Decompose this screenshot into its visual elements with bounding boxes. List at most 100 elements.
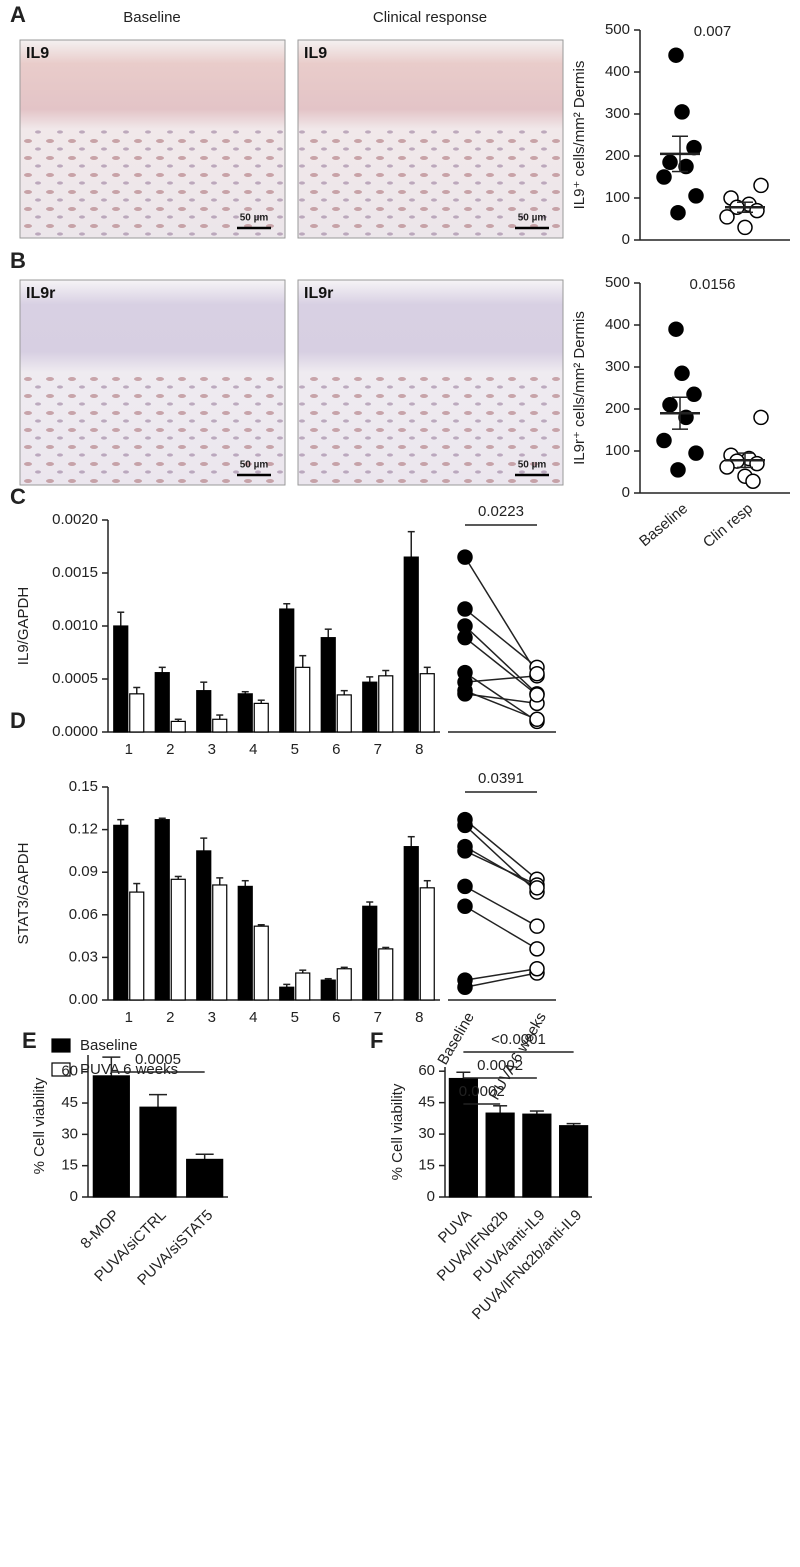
- paired-line: [464, 675, 538, 683]
- stain-label: IL9r: [26, 285, 55, 302]
- bar: [295, 666, 311, 733]
- paired-point: [457, 674, 473, 690]
- bar: [320, 637, 336, 733]
- bar: [419, 887, 435, 1001]
- bar: [403, 556, 419, 733]
- bar: [485, 1112, 515, 1198]
- paired-line: [464, 885, 538, 927]
- x-tick-label: 6: [332, 741, 340, 758]
- paired-line: [464, 637, 538, 696]
- data-point: [668, 321, 684, 337]
- column-title: Clinical response: [373, 9, 487, 26]
- y-tick-label: 400: [605, 63, 630, 80]
- y-tick-label: 0.0020: [52, 511, 98, 528]
- bar: [154, 819, 170, 1001]
- legend-swatch: [51, 1062, 71, 1077]
- micrograph-texture: [298, 372, 563, 485]
- bar: [279, 986, 295, 1001]
- bar: [186, 1158, 224, 1198]
- data-point: [688, 445, 704, 461]
- y-tick-label: 0.15: [69, 778, 98, 795]
- bar: [113, 824, 129, 1001]
- data-point: [656, 169, 672, 185]
- legend-swatch: [51, 1038, 71, 1053]
- panel-letter: F: [370, 1028, 383, 1053]
- x-tick-label: 4: [249, 741, 257, 758]
- x-tick-label: Baseline: [434, 1009, 477, 1067]
- scale-label: 50 µm: [240, 213, 269, 224]
- data-point: [753, 409, 769, 426]
- scale-label: 50 µm: [518, 460, 547, 471]
- x-tick-label: 3: [208, 1009, 216, 1026]
- p-value: <0.0001: [491, 1031, 546, 1048]
- bar: [139, 1106, 177, 1198]
- data-point: [745, 473, 761, 489]
- data-point: [668, 47, 684, 63]
- paired-line: [464, 905, 538, 950]
- data-point: [686, 139, 702, 156]
- panel-letter: A: [10, 2, 26, 27]
- bar: [237, 885, 253, 1001]
- y-tick-label: 0.06: [69, 906, 98, 923]
- bar: [320, 979, 336, 1001]
- paired-line: [464, 845, 538, 889]
- stain-label: IL9: [26, 45, 49, 62]
- y-axis-label: % Cell viability: [31, 1077, 48, 1174]
- x-tick-label: 7: [374, 1009, 382, 1026]
- y-tick-label: 0.0000: [52, 723, 98, 740]
- x-tick-label: 6: [332, 1009, 340, 1026]
- y-axis-label: IL9/GAPDH: [15, 587, 32, 665]
- x-tick-label: 8: [415, 741, 423, 758]
- bar: [113, 625, 129, 733]
- x-tick-label: Baseline: [636, 500, 691, 550]
- paired-point: [457, 811, 473, 828]
- y-tick-label: 0: [70, 1188, 78, 1205]
- bar: [336, 694, 352, 733]
- p-value: 0.0391: [478, 770, 524, 787]
- x-tick-label: 7: [374, 741, 382, 758]
- bar: [129, 693, 145, 733]
- micrograph-texture: [298, 129, 563, 238]
- x-tick-label: Clin resp: [700, 500, 756, 551]
- y-tick-label: 500: [605, 21, 630, 38]
- bar: [92, 1075, 130, 1198]
- p-value: 0.0223: [478, 503, 524, 520]
- y-tick-label: 60: [418, 1062, 435, 1079]
- y-tick-label: 200: [605, 400, 630, 417]
- bar: [559, 1125, 589, 1198]
- x-tick-label: 5: [291, 741, 299, 758]
- y-tick-label: 0.0010: [52, 617, 98, 634]
- micrograph-texture: [20, 372, 285, 485]
- y-tick-label: 30: [418, 1125, 435, 1142]
- data-point: [686, 386, 702, 403]
- paired-line: [464, 819, 538, 880]
- bar: [279, 608, 295, 733]
- y-tick-label: 0.12: [69, 821, 98, 838]
- bar: [378, 675, 394, 733]
- bar: [362, 681, 378, 733]
- paired-line: [464, 672, 538, 723]
- paired-point: [529, 961, 545, 977]
- data-point: [678, 158, 694, 175]
- data-point: [670, 462, 686, 478]
- p-value: 0.0156: [690, 276, 736, 293]
- bar: [212, 884, 228, 1001]
- x-tick-label: 2: [166, 1009, 174, 1026]
- x-tick-label: 2: [166, 741, 174, 758]
- bar: [419, 673, 435, 733]
- y-tick-label: 0.09: [69, 863, 98, 880]
- paired-point: [457, 972, 473, 988]
- stain-label: IL9r: [304, 285, 333, 302]
- x-tick-label: 8: [415, 1009, 423, 1026]
- p-value: 0.0002: [477, 1057, 523, 1074]
- data-point: [719, 209, 735, 225]
- y-tick-label: 500: [605, 274, 630, 291]
- data-point: [749, 455, 765, 472]
- y-tick-label: 0: [427, 1188, 435, 1205]
- paired-point: [529, 941, 545, 957]
- bar: [129, 891, 145, 1001]
- bar: [154, 672, 170, 733]
- bar: [295, 972, 311, 1001]
- p-value: 0.0002: [459, 1083, 505, 1100]
